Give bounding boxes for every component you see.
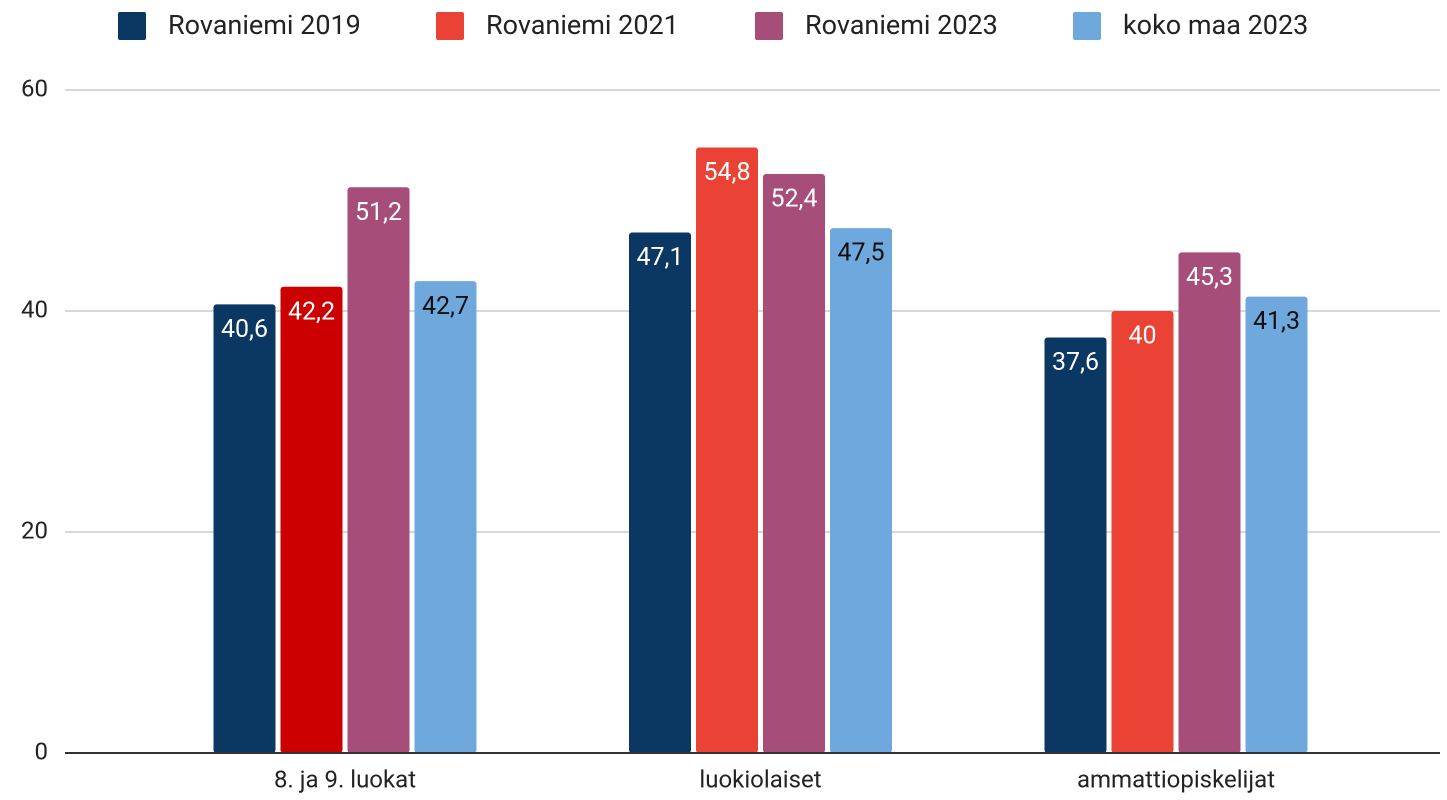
bar (347, 187, 410, 754)
y-tick-label: 0 (35, 737, 49, 765)
legend-label: koko maa 2023 (1123, 9, 1308, 41)
x-tick-label: luokiolaiset (699, 765, 821, 793)
y-tick-label: 60 (21, 74, 48, 102)
x-tick-label: 8. ja 9. luokat (274, 765, 416, 793)
value-label: 54,8 (703, 158, 750, 187)
value-label: 45,3 (1186, 263, 1233, 292)
x-tick-label: ammattiopiskelijat (1077, 765, 1275, 793)
value-label: 47,5 (837, 239, 884, 268)
bar (213, 304, 276, 753)
value-label: 42,7 (422, 292, 469, 321)
y-tick-label: 20 (21, 516, 48, 544)
value-label: 37,6 (1052, 348, 1099, 377)
value-label: 40 (1128, 322, 1156, 351)
y-tick-label: 40 (21, 295, 48, 323)
bar (1245, 296, 1308, 753)
value-label: 42,2 (288, 297, 335, 326)
value-label: 40,6 (221, 315, 268, 344)
bar (414, 281, 477, 753)
bar (280, 286, 343, 753)
legend-label: Rovaniemi 2023 (805, 9, 998, 41)
bar (830, 228, 892, 753)
legend-swatch (118, 12, 146, 40)
bar (1044, 337, 1107, 753)
value-label: 51,2 (355, 198, 402, 227)
legend-swatch (436, 12, 464, 40)
legend-label: Rovaniemi 2019 (168, 9, 361, 41)
value-label: 47,1 (636, 243, 683, 272)
legend-swatch (755, 12, 783, 40)
value-label: 52,4 (770, 185, 817, 214)
bar (1111, 311, 1174, 753)
legend-label: Rovaniemi 2021 (486, 9, 679, 41)
value-label: 41,3 (1253, 307, 1300, 336)
bar (763, 173, 825, 754)
bar (629, 232, 691, 754)
bar (696, 147, 758, 753)
bar (1178, 252, 1241, 753)
legend-swatch (1073, 12, 1101, 40)
